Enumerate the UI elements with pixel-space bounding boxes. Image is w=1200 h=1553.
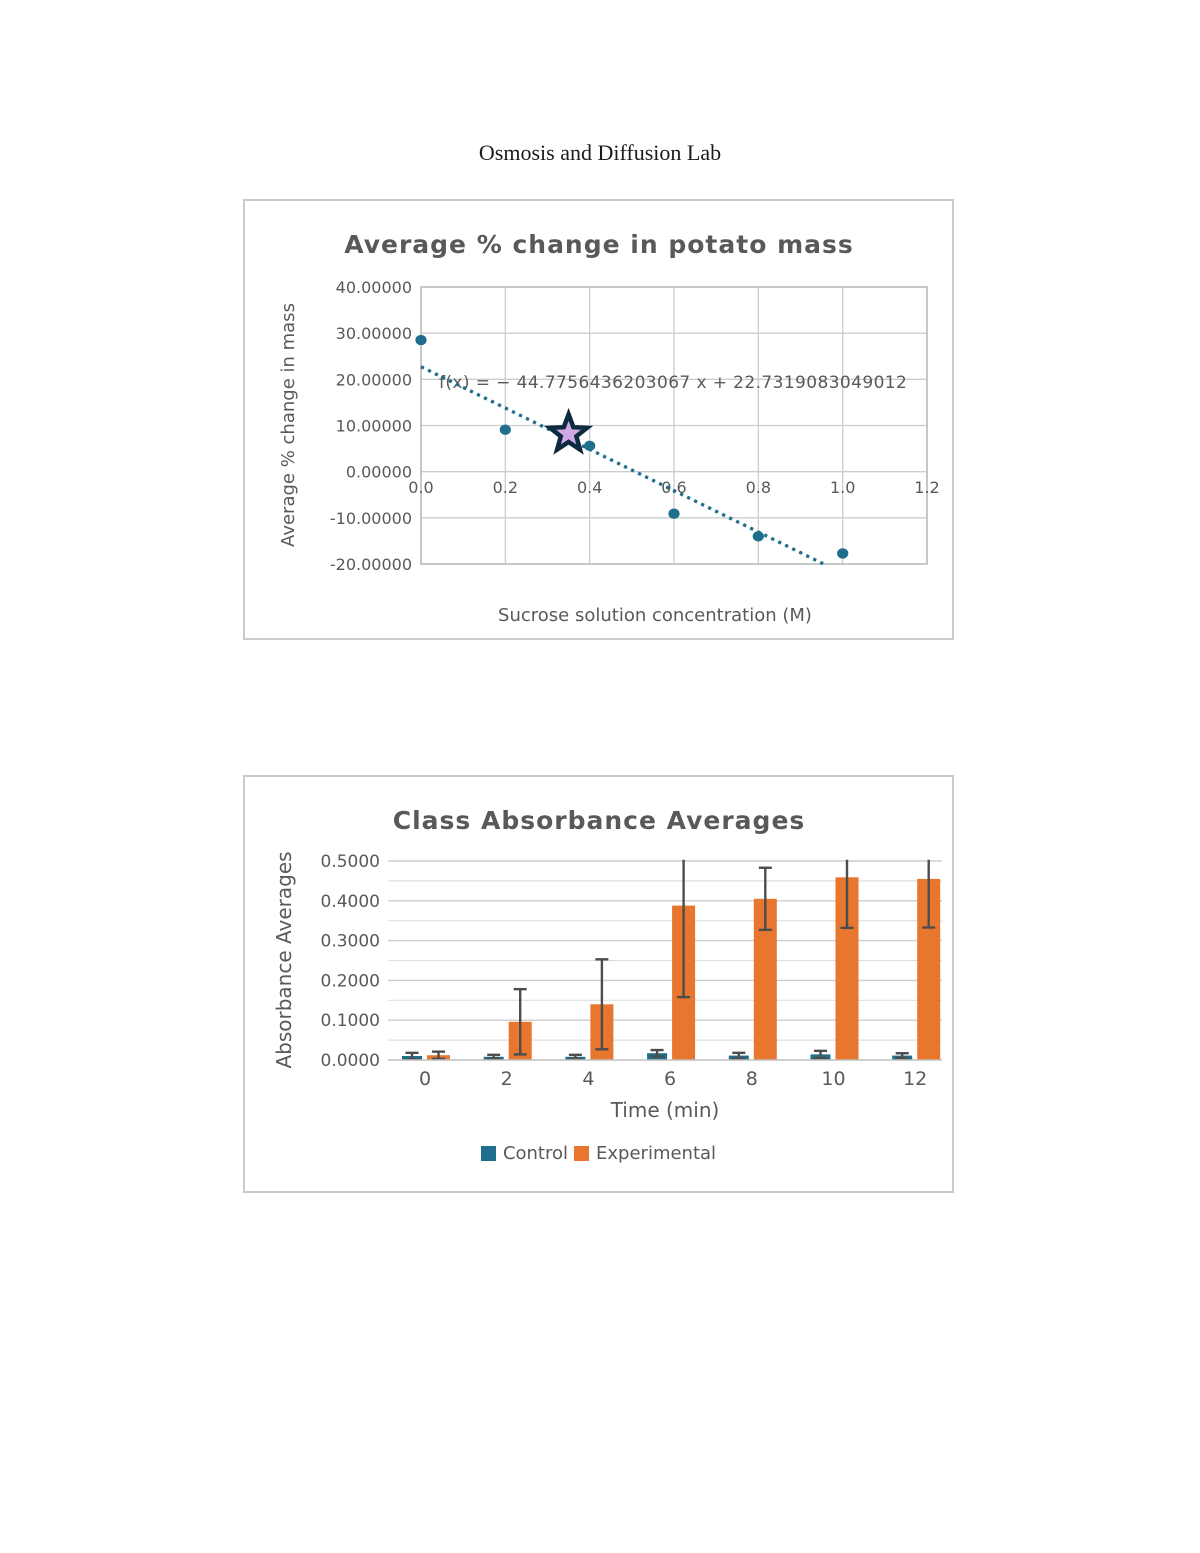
legend-swatch-control-icon: [480, 1146, 496, 1161]
x-tick-label: 4: [582, 1068, 594, 1090]
x-tick-label: 10: [821, 1068, 845, 1090]
scatter-point: [415, 334, 427, 346]
y-tick-label: 0.0000: [321, 1051, 380, 1071]
y-axis-title: Absorbance Averages: [272, 851, 296, 1068]
scatter-point: [668, 508, 680, 519]
y-tick-label: -20.00000: [330, 555, 412, 574]
y-axis-title: Average % change in mass: [278, 303, 299, 547]
legend-label-experimental: Experimental: [596, 1143, 717, 1164]
x-tick-label: 8: [746, 1068, 758, 1090]
x-tick-label: 0.6: [661, 478, 686, 497]
potato-mass-chart: Average % change in potato mass 40.00000 3…: [243, 199, 954, 640]
x-axis-title: Time (min): [610, 1098, 720, 1122]
scatter-point: [584, 440, 596, 451]
y-tick-label: 10.00000: [336, 417, 412, 436]
bar-experimental: [753, 898, 777, 1060]
x-tick-label: 0.2: [493, 478, 518, 497]
y-tick-label: 0.2000: [321, 971, 380, 991]
scatter-point: [752, 531, 764, 542]
legend-item-experimental: Experimental: [574, 1143, 716, 1164]
plot-border: [420, 286, 928, 565]
x-tick-label: 0: [419, 1068, 431, 1090]
star-marker: [543, 407, 594, 455]
y-tick-label: 0.3000: [321, 932, 380, 952]
x-tick-label: 0.8: [746, 478, 771, 497]
absorbance-chart-svg: Class Absorbance Averages 0.0000 0.1000 0.2…: [272, 806, 942, 1122]
y-tick-label: 0.1000: [321, 1011, 380, 1031]
document-title: Osmosis and Diffusion Lab: [478, 140, 722, 165]
scatter-point: [837, 548, 849, 559]
bar-experimental: [835, 877, 859, 1060]
x-axis-title: Sucrose solution concentration (M): [498, 605, 812, 626]
x-tick-label: 0.4: [577, 478, 602, 497]
y-tick-label: 20.00000: [336, 370, 412, 389]
scatter-point: [499, 424, 511, 435]
x-tick-label: 1.2: [914, 478, 939, 497]
chart-legend: Control Experimental: [245, 1143, 952, 1164]
y-tick-label: 40.00000: [336, 278, 412, 297]
x-tick-label: 1.0: [830, 478, 855, 497]
y-tick-label: 30.00000: [336, 324, 412, 343]
potato-chart-svg: Average % change in potato mass 40.00000 3…: [278, 230, 940, 626]
chart-title: Average % change in potato mass: [344, 230, 854, 259]
y-tick-label: -10.00000: [330, 509, 412, 528]
y-tick-label: 0.5000: [321, 852, 380, 872]
legend-item-control: Control: [480, 1143, 569, 1164]
y-tick-label: 0.00000: [346, 463, 412, 482]
trendline-equation: f(x) = − 44.7756436203067 x + 22.7319083…: [439, 373, 907, 393]
x-tick-label: 6: [664, 1068, 676, 1090]
chart-title: Class Absorbance Averages: [393, 806, 806, 835]
x-tick-label: 2: [501, 1068, 513, 1090]
legend-label-control: Control: [502, 1143, 569, 1164]
bar-experimental: [917, 878, 941, 1060]
x-tick-label: 0.0: [408, 478, 433, 497]
x-tick-label: 12: [903, 1068, 927, 1090]
absorbance-chart: Class Absorbance Averages 0.0000 0.1000 0.2…: [243, 775, 954, 1193]
y-tick-label: 0.4000: [321, 892, 380, 912]
legend-swatch-experimental-icon: [574, 1146, 590, 1161]
